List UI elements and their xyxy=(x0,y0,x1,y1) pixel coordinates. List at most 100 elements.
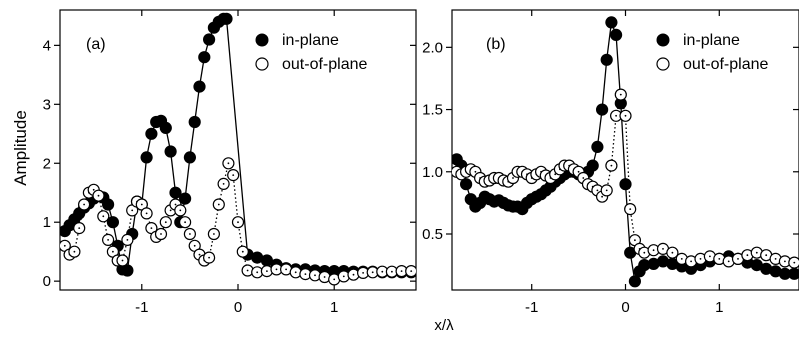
in-plane-point xyxy=(595,103,609,116)
in-plane-point xyxy=(183,151,196,164)
out-of-plane-point-center xyxy=(755,251,758,254)
panel-a: -1 0 1 0 1 2 3 4 (a) in-plane out-of-plane xyxy=(43,9,417,316)
out-of-plane-point-center xyxy=(662,248,664,250)
y-tick-label: 0 xyxy=(43,273,51,290)
x-axis-label: x/λ xyxy=(434,317,454,334)
x-tick-label: -1 xyxy=(135,299,148,316)
out-of-plane-point-center xyxy=(193,244,196,247)
y-tick-label: 1.5 xyxy=(422,102,443,119)
x-tick-label: 1 xyxy=(715,299,723,316)
in-plane-point xyxy=(586,159,599,172)
out-of-plane-point-center xyxy=(737,258,739,260)
out-of-plane-point-center xyxy=(582,177,585,179)
in-plane-point xyxy=(101,198,115,211)
out-of-plane-point-center xyxy=(184,221,187,224)
out-of-plane-point-center xyxy=(232,174,235,177)
out-of-plane-point-center xyxy=(285,268,287,271)
out-of-plane-point-center xyxy=(371,271,374,274)
in-plane-point xyxy=(159,121,172,135)
out-of-plane-point-center xyxy=(189,233,191,235)
out-of-plane-point-center xyxy=(227,162,230,165)
out-of-plane-point-center xyxy=(619,93,622,96)
legend-in-plane-label: in-plane xyxy=(683,32,740,49)
in-plane-point xyxy=(788,267,799,280)
legend-in-plane-marker xyxy=(255,33,269,47)
in-plane-point xyxy=(193,80,206,93)
in-plane-point xyxy=(121,264,134,277)
out-of-plane-point-center xyxy=(131,209,134,212)
out-of-plane-point-center xyxy=(652,249,655,252)
in-plane-point xyxy=(169,186,182,199)
out-of-plane-point-center xyxy=(474,170,477,173)
out-of-plane-point-center xyxy=(256,271,259,274)
out-of-plane-point-center xyxy=(680,258,683,260)
out-of-plane-point-center xyxy=(643,251,646,254)
out-of-plane-point-center xyxy=(83,203,85,206)
y-tick-label: 4 xyxy=(43,37,51,54)
out-of-plane-point-center xyxy=(169,209,172,212)
x-tick-label: -1 xyxy=(525,299,538,316)
out-of-plane-point-center xyxy=(294,271,297,274)
x-tick-label: 0 xyxy=(621,299,629,316)
out-of-plane-point-center xyxy=(699,258,702,260)
in-plane-point xyxy=(198,51,211,64)
out-of-plane-point-center xyxy=(793,261,796,264)
out-of-plane-point-center xyxy=(634,239,636,242)
out-of-plane-point-center xyxy=(629,208,632,211)
in-plane-point xyxy=(619,178,632,191)
out-of-plane-point-center xyxy=(615,114,617,117)
out-of-plane-point-center xyxy=(145,212,148,215)
out-of-plane-point-center xyxy=(107,239,109,241)
legend-out-of-plane-label: out-of-plane xyxy=(683,56,768,73)
out-of-plane-point-center xyxy=(605,189,608,192)
in-plane-point xyxy=(591,140,604,153)
out-of-plane-point-center xyxy=(784,260,786,263)
y-tick-label: 2 xyxy=(43,155,51,172)
in-plane-point xyxy=(220,12,233,25)
in-plane-point xyxy=(188,115,201,129)
out-of-plane-point-center xyxy=(727,260,730,263)
out-of-plane-point-center xyxy=(160,233,162,235)
plot-area xyxy=(452,16,799,288)
out-of-plane-point-center xyxy=(577,170,580,173)
out-of-plane-point-center xyxy=(266,270,268,272)
in-plane-point xyxy=(179,192,192,205)
out-of-plane-point-center xyxy=(342,275,345,278)
out-of-plane-point-center xyxy=(78,227,81,230)
out-of-plane-point-center xyxy=(217,203,220,206)
out-of-plane-point-center xyxy=(774,258,777,260)
legend-out-of-plane-marker xyxy=(656,57,670,71)
in-plane-point xyxy=(460,178,473,191)
out-of-plane-point-center xyxy=(765,254,768,257)
out-of-plane-point-center xyxy=(671,251,674,254)
out-of-plane-point-center xyxy=(174,203,177,206)
out-of-plane-point-center xyxy=(198,253,201,256)
panel-b: -1 0 1 0.5 1.0 1.5 2.0 (b) in-plane out-of-plane xyxy=(422,9,799,316)
y-tick-label: 2.0 xyxy=(422,39,443,56)
panel-label: (a) xyxy=(86,36,106,53)
in-plane-point xyxy=(164,145,177,158)
out-of-plane-point-center xyxy=(213,233,215,235)
out-of-plane-point-center xyxy=(709,255,711,258)
legend-out-of-plane-label: out-of-plane xyxy=(282,56,367,73)
out-of-plane-point-center xyxy=(410,270,413,272)
plot-area xyxy=(60,12,416,286)
panel-label: (b) xyxy=(486,36,506,53)
out-of-plane-point-center xyxy=(624,114,627,117)
out-of-plane-point-center xyxy=(601,195,603,198)
out-of-plane-point-center xyxy=(237,221,239,224)
out-of-plane-point-center xyxy=(97,194,100,197)
out-of-plane-point-center xyxy=(746,254,749,257)
out-of-plane-point-center xyxy=(554,173,557,176)
out-of-plane-point-center xyxy=(73,250,76,253)
out-of-plane-point-center xyxy=(596,189,599,192)
y-tick-label: 0.5 xyxy=(422,226,443,243)
out-of-plane-point-center xyxy=(610,164,613,167)
in-plane-point xyxy=(605,16,618,29)
y-axis-label: Amplitude xyxy=(11,110,30,186)
out-of-plane-point-center xyxy=(718,258,721,260)
in-plane-point xyxy=(203,33,216,46)
out-of-plane-point-center xyxy=(246,269,249,272)
out-of-plane-point-center xyxy=(63,244,66,247)
